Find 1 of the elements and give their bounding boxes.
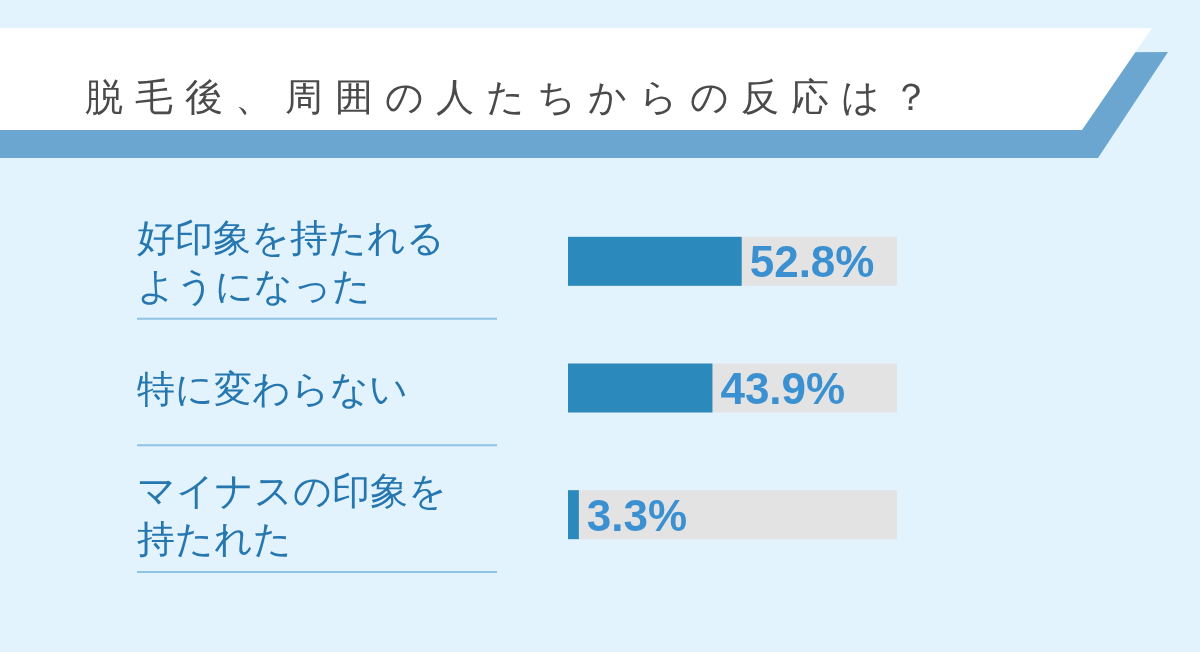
title: 脱毛後、周囲の人たちからの反応は？ (85, 76, 942, 118)
